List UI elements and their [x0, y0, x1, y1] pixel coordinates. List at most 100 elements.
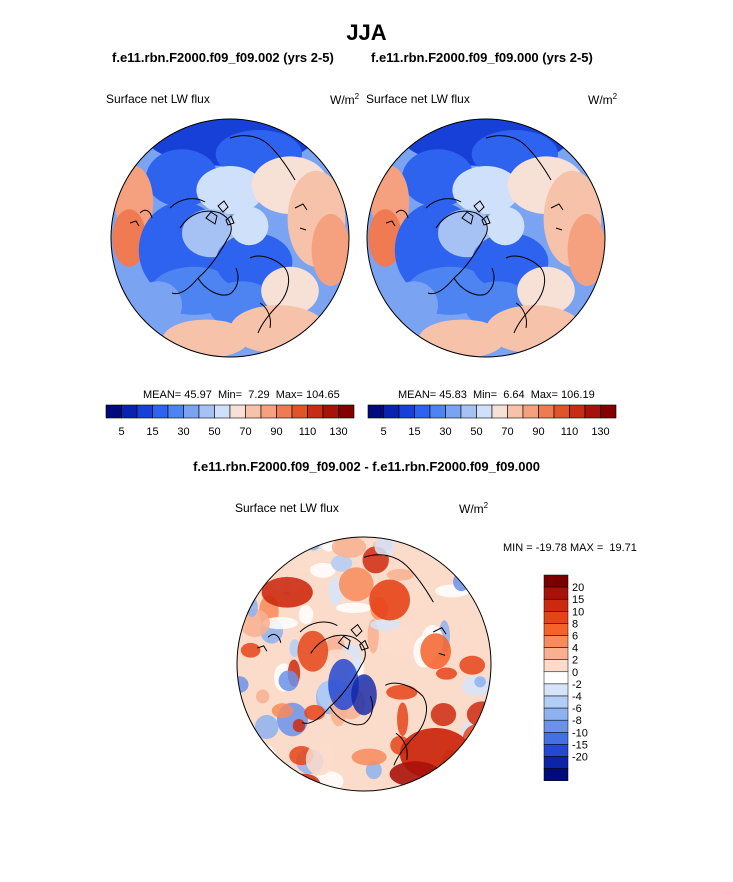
map-contour-patch: [430, 702, 457, 727]
diff-colorbar-tick-label: -15: [572, 739, 588, 751]
map-contour-patch: [397, 702, 409, 737]
coastline: [433, 627, 447, 656]
map-contour-patch: [466, 701, 491, 728]
panel2-min-label: Min=: [472, 389, 498, 401]
coastline: [363, 554, 434, 603]
coastline: [550, 203, 564, 231]
diff-colorbar-tick-label: -4: [572, 691, 582, 703]
panel2-colorbar-swatch: [569, 404, 586, 419]
panel1-colorbar-swatch: [322, 404, 339, 419]
panel1-colorbar-swatch: [307, 404, 324, 419]
panel1-colorbar-swatch: [183, 404, 200, 419]
map-contour-patch: [389, 761, 441, 787]
map-contour-patch: [237, 744, 252, 777]
map-contour-patch: [386, 684, 418, 700]
map-contour-patch: [304, 704, 326, 721]
panel1-units-sup: 2: [354, 92, 360, 101]
panel2-units-base: W/m: [588, 93, 613, 107]
diff-colorbar-tick-label: 4: [572, 643, 578, 655]
panel1-colorbar-tick-label: 15: [146, 426, 158, 438]
panel2-colorbar-swatch: [460, 404, 477, 419]
panel2-stats: MEAN= 45.83 Min= 6.64 Max= 106.19: [398, 389, 595, 401]
panel2-colorbar-swatch: [367, 404, 384, 419]
panel1-colorbar-swatch: [229, 404, 246, 419]
map-contour-patch: [289, 639, 301, 658]
diff-colorbar-swatch: [543, 768, 569, 781]
diff-colorbar-tick-label: -6: [572, 703, 582, 715]
map-contour-patch: [331, 554, 353, 572]
diff-colorbar-tick-label: 2: [572, 655, 578, 667]
diff-colorbar-tick-label: 6: [572, 631, 578, 643]
panel2-colorbar-swatch: [476, 404, 493, 419]
diff-colorbar-swatch: [543, 598, 569, 612]
coastline: [301, 634, 366, 724]
map-contour-patch: [261, 266, 319, 315]
map-contour-patch: [256, 689, 270, 704]
panel2-colorbar-swatch: [445, 404, 462, 419]
map-contour-patch: [473, 568, 491, 594]
panel2-colorbar-swatch: [584, 404, 601, 419]
map-contour-patch: [386, 568, 415, 581]
map-contour-patch: [311, 214, 349, 286]
panel1-colorbar-swatch: [291, 404, 308, 419]
panel1-colorbar-tick-label: 30: [177, 426, 189, 438]
diff-colorbar-swatch: [543, 719, 569, 733]
panel2-colorbar-tick-label: 130: [591, 426, 609, 438]
coastline: [515, 302, 527, 329]
panel1-colorbar: 5 15 30 50 70 90 110 130: [105, 404, 355, 438]
map-contour-patch: [277, 549, 295, 560]
case-a-title: f.e11.rbn.F2000.f09_f09.002 (yrs 2-5): [112, 50, 334, 65]
diff-colorbar-swatch: [543, 623, 569, 636]
panel2-min-value: 6.64: [503, 389, 525, 401]
diff-colorbar-tick-label: 8: [572, 618, 578, 630]
coastline: [385, 682, 428, 766]
panel1-colorbar-swatch: [121, 404, 138, 419]
panel1-colorbar-swatch: [214, 404, 231, 419]
panel1-colorbar-tick-label: 90: [270, 426, 282, 438]
panel2-colorbar-tick-label: 70: [501, 426, 513, 438]
map-contour-patch: [338, 567, 374, 602]
map-contour-patch: [452, 166, 520, 214]
map-contour-patch: [256, 768, 278, 783]
coastline: [395, 732, 408, 761]
diff-colorbar-swatch: [543, 683, 569, 697]
map-contour-patch: [241, 742, 267, 765]
panel2-colorbar-swatch: [553, 404, 570, 419]
panel3-units: W/m2: [459, 501, 488, 516]
diff-colorbar-tick-label: -8: [572, 715, 582, 727]
map-contour-patch: [307, 537, 320, 551]
map-contour-patch: [254, 714, 279, 740]
page-title: JJA: [346, 20, 387, 45]
panel1-colorbar-swatch: [152, 404, 169, 419]
map-contour-patch: [328, 658, 359, 711]
diff-colorbar-swatch: [543, 707, 569, 721]
map-contour-patch: [237, 557, 256, 573]
map-contour-patch: [262, 616, 299, 630]
map-contour-patch: [261, 576, 313, 608]
map-contour-patch: [429, 778, 453, 791]
panel1-colorbar-tick-label: 130: [329, 426, 347, 438]
panel2-units-sup: 2: [612, 92, 618, 101]
map-contour-patch: [567, 214, 605, 286]
coastline: [171, 210, 232, 295]
map-contour-patch: [298, 605, 314, 625]
panel1-max-value: 104.65: [306, 389, 340, 401]
map-contour-patch: [351, 674, 377, 716]
panel1-colorbar-swatch: [338, 404, 355, 419]
panel1-colorbar-swatch: [105, 404, 122, 419]
coastline: [461, 200, 491, 226]
diff-colorbar-tick-label: 0: [572, 667, 578, 679]
panel3-variable-label: Surface net LW flux: [235, 501, 339, 515]
map-contour-patch: [336, 602, 372, 614]
map-contour-patch: [365, 761, 382, 780]
map-contour-patch: [351, 748, 387, 766]
diff-colorbar-tick-label: 15: [572, 594, 584, 606]
diff-colorbar-swatch: [543, 647, 569, 660]
panel2-colorbar: 5 15 30 50 70 90 110 130: [367, 404, 617, 438]
panel2-polar-map: [366, 118, 606, 358]
panel1-colorbar-swatch: [245, 404, 262, 419]
coastline: [329, 695, 374, 726]
coastline: [294, 203, 308, 231]
panel1-colorbar-tick-label: 110: [299, 426, 317, 438]
coastline: [259, 302, 271, 329]
